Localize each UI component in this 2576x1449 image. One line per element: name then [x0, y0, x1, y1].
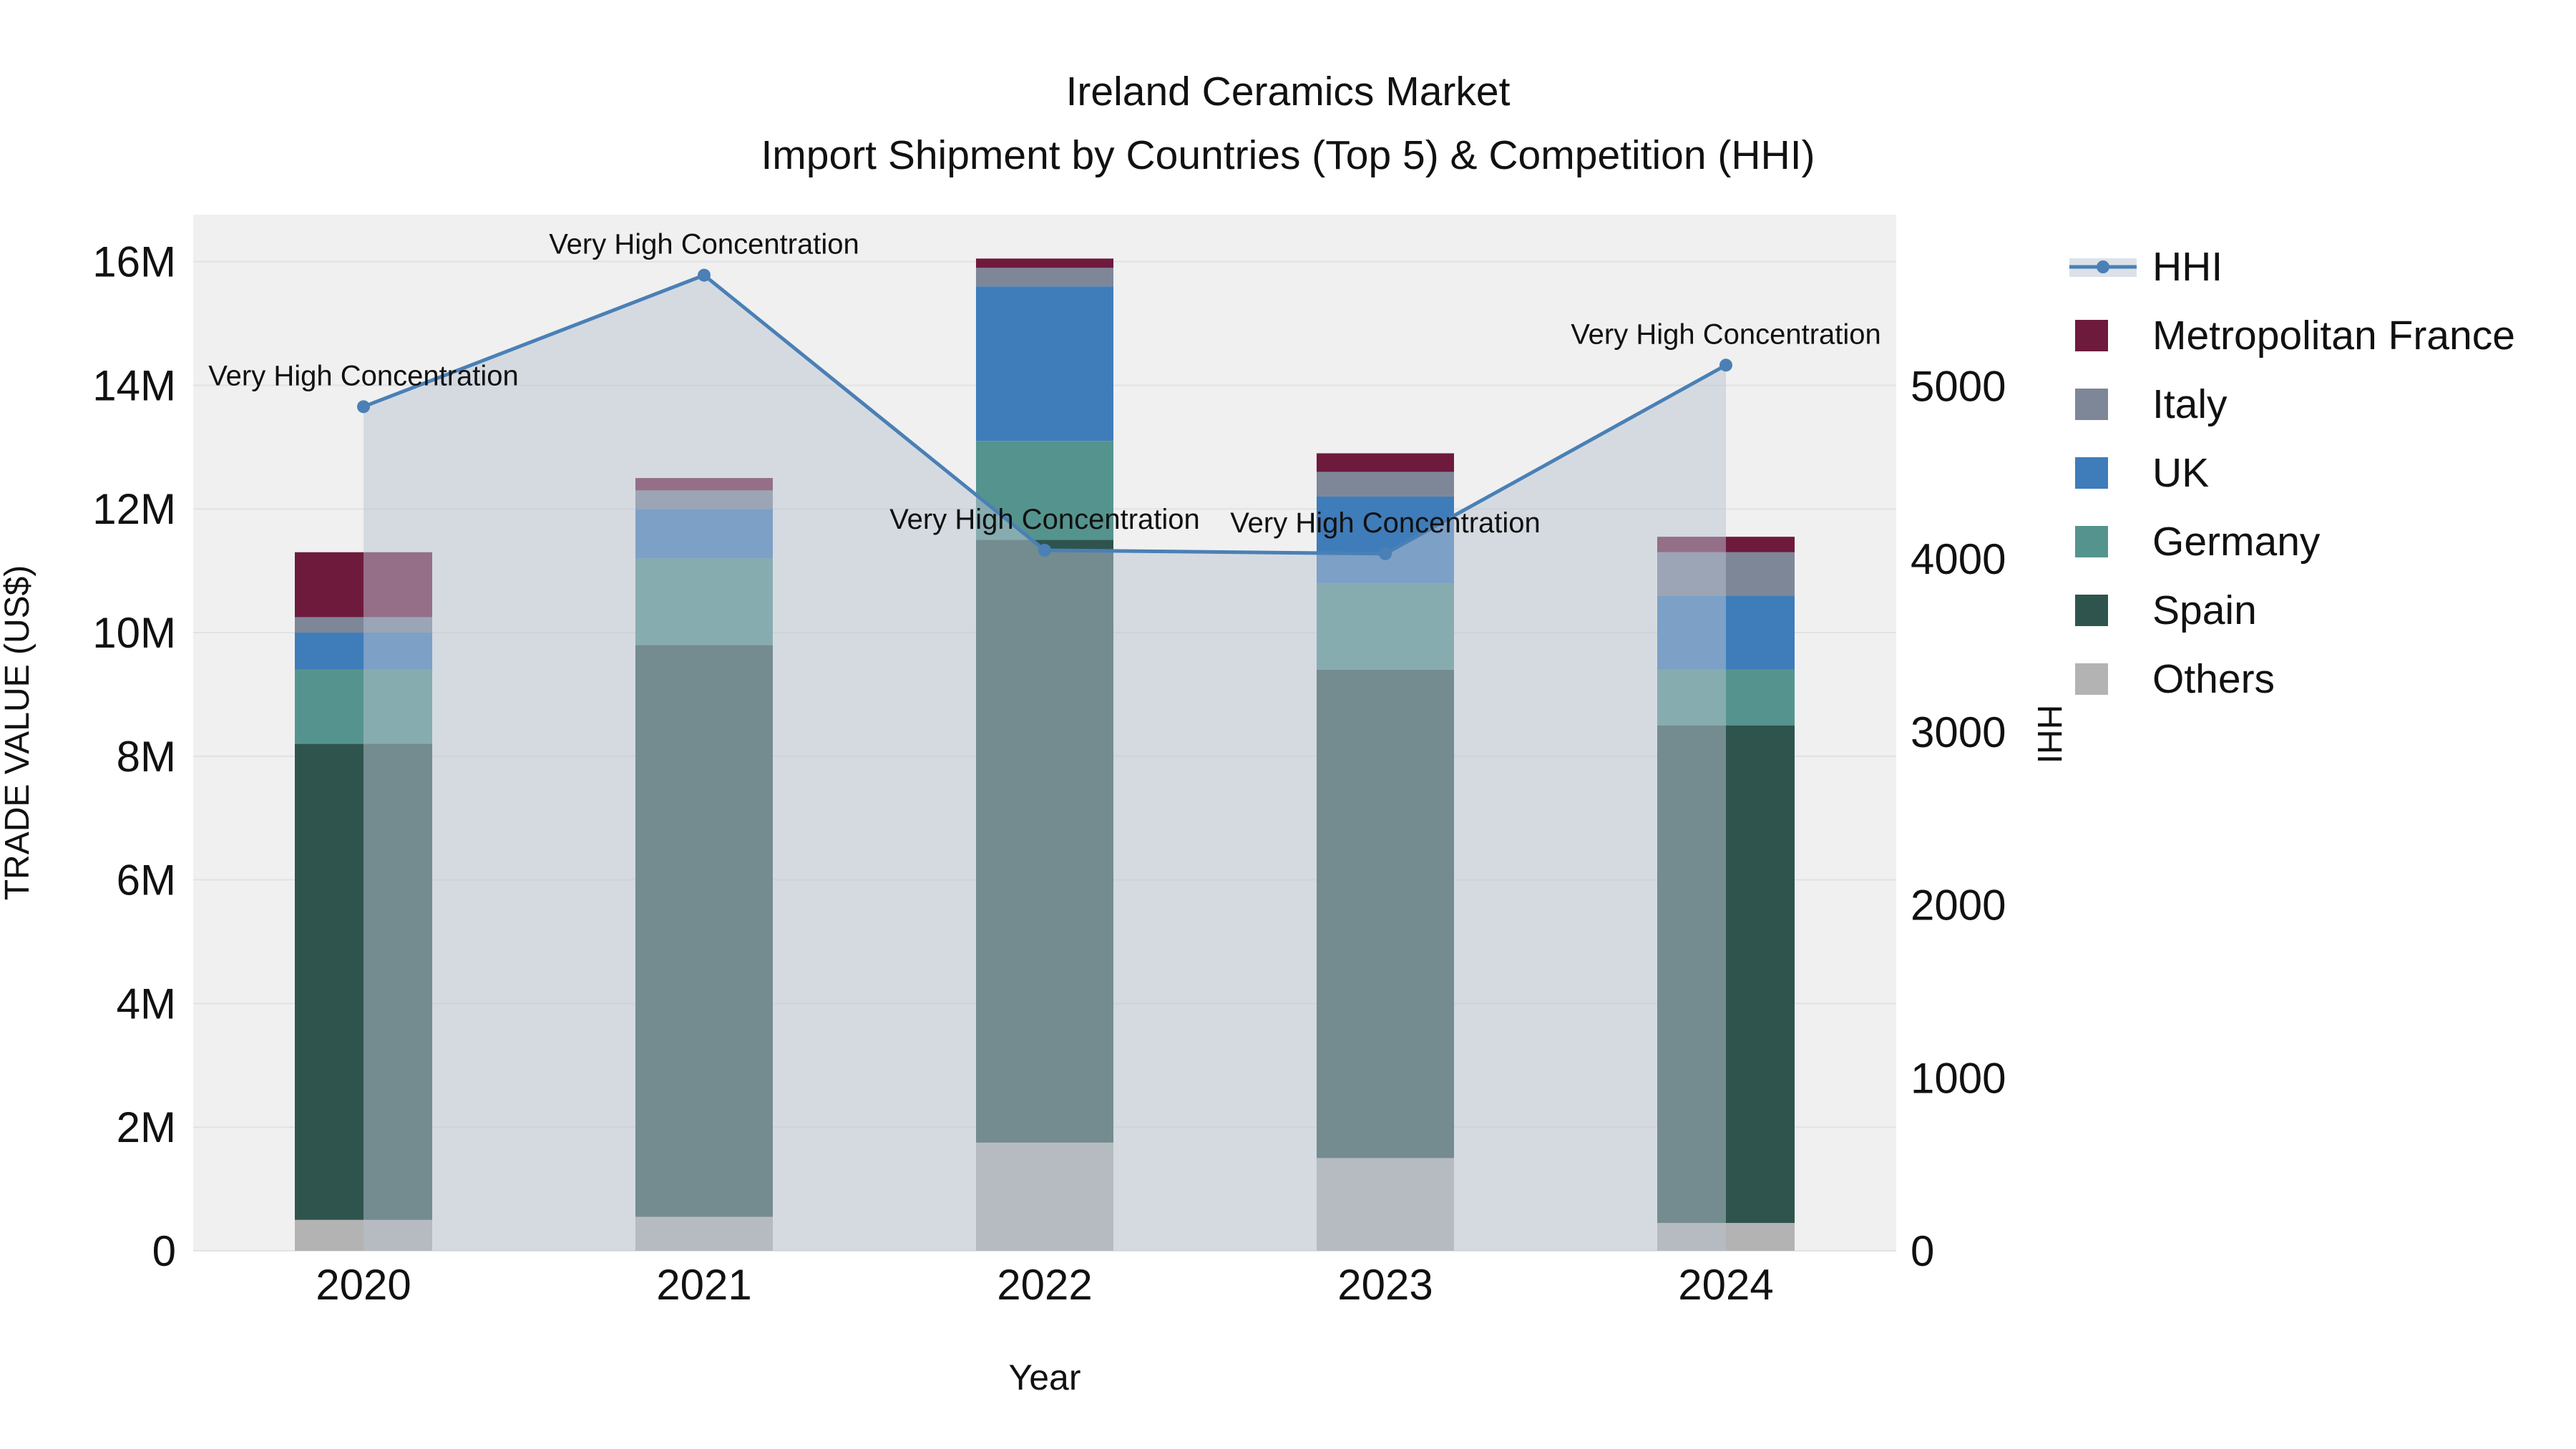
hhi-marker [357, 400, 370, 414]
hhi-marker [1038, 543, 1051, 557]
hhi-legend-marker-icon [2069, 258, 2137, 277]
chart-subtitle: Import Shipment by Countries (Top 5) & C… [761, 132, 1815, 178]
legend-label: HHI [2152, 244, 2223, 290]
y-left-tick-label: 4M [117, 980, 176, 1028]
x-tick-label: 2022 [997, 1261, 1092, 1309]
annotation-label: Very High Concentration [208, 360, 519, 391]
annotation-label: Very High Concentration [1230, 507, 1541, 539]
bar-segment-metropolitan-france [976, 258, 1113, 268]
y-left-tick-label: 14M [92, 361, 176, 409]
x-tick-label: 2021 [656, 1261, 751, 1309]
y-right-tick-label: 2000 [1911, 882, 2006, 930]
y-left-tick-label: 8M [117, 733, 176, 781]
x-axis-title: Year [1008, 1357, 1080, 1397]
legend-swatch-icon [2075, 457, 2108, 489]
legend-swatch-icon [2075, 595, 2108, 626]
x-tick-label: 2023 [1337, 1261, 1433, 1309]
annotation-label: Very High Concentration [549, 229, 859, 260]
chart-title-block: Ireland Ceramics Market Import Shipment … [0, 60, 2576, 187]
y-left-tick-label: 12M [92, 485, 176, 533]
bar-segment-italy [976, 268, 1113, 287]
y-right-tick-label: 0 [1911, 1227, 1934, 1275]
annotation-label: Very High Concentration [1571, 318, 1881, 350]
legend-label: Germany [2152, 519, 2321, 565]
legend-item-spain: Spain [2069, 587, 2515, 633]
hhi-marker [1379, 547, 1392, 560]
legend-label: Others [2152, 656, 2275, 702]
y-left-axis-title: TRADE VALUE (US$) [0, 565, 36, 901]
y-right-tick-label: 5000 [1911, 362, 2006, 410]
legend-swatch-icon [2075, 526, 2108, 557]
y-right-tick-label: 1000 [1911, 1054, 2006, 1102]
legend-swatch-icon [2075, 389, 2108, 420]
legend-item-germany: Germany [2069, 519, 2515, 565]
y-left-tick-label: 16M [92, 238, 176, 286]
y-left-tick-label: 0 [152, 1227, 176, 1275]
legend-label: Metropolitan France [2152, 313, 2515, 358]
y-right-tick-label: 4000 [1911, 535, 2006, 583]
hhi-marker [1719, 358, 1732, 372]
bar-segment-uk [976, 286, 1113, 441]
legend-swatch-icon [2075, 663, 2108, 695]
legend-label: UK [2152, 450, 2210, 496]
y-left-tick-label: 6M [117, 857, 176, 904]
legend-item-uk: UK [2069, 450, 2515, 496]
legend-swatch-icon [2075, 320, 2108, 351]
x-tick-label: 2024 [1678, 1261, 1773, 1309]
legend-item-metropolitan-france: Metropolitan France [2069, 313, 2515, 358]
bar-segment-metropolitan-france [1317, 453, 1454, 472]
legend-item-hhi: HHI [2069, 244, 2515, 290]
bar-segment-italy [1317, 472, 1454, 497]
annotation-label: Very High Concentration [889, 504, 1200, 535]
legend: HHI Metropolitan France Italy UK Germany Spai… [2069, 244, 2515, 727]
legend-label: Spain [2152, 587, 2257, 633]
chart-title: Ireland Ceramics Market [1065, 69, 1511, 114]
x-tick-label: 2020 [316, 1261, 411, 1309]
hhi-marker [698, 268, 711, 282]
y-right-axis-title: HHI [2030, 705, 2068, 764]
hhi-area [364, 275, 1726, 1251]
y-left-tick-label: 2M [117, 1103, 176, 1151]
legend-item-italy: Italy [2069, 381, 2515, 427]
y-left-tick-label: 10M [92, 609, 176, 657]
y-right-tick-label: 3000 [1911, 708, 2006, 756]
legend-item-others: Others [2069, 656, 2515, 702]
legend-label: Italy [2152, 381, 2228, 427]
